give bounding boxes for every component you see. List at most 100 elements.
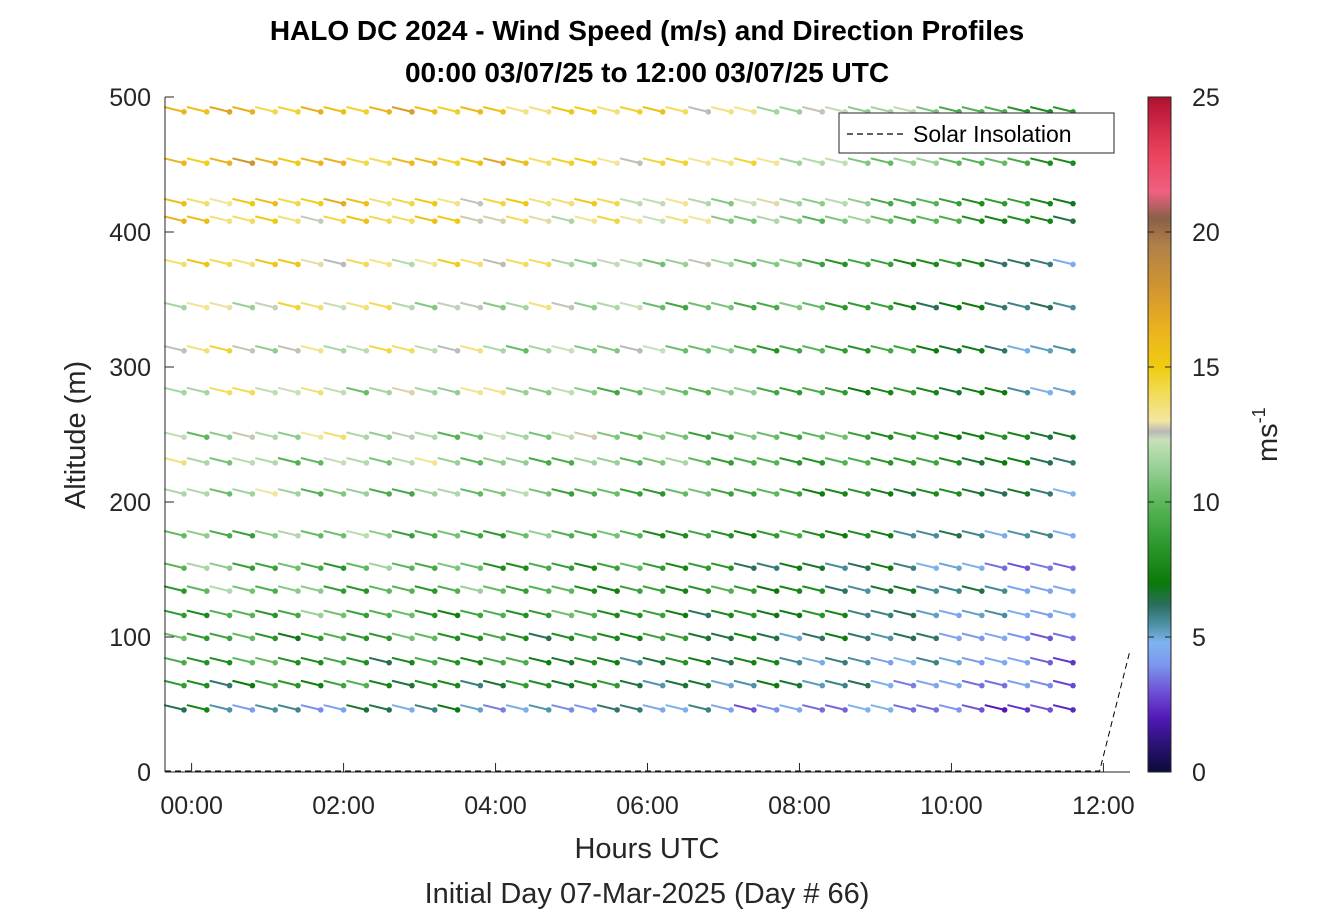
wind-barb: [824, 301, 848, 311]
wind-barb-point: [340, 491, 347, 497]
wind-barb-point: [317, 612, 324, 619]
wind-barb: [209, 704, 233, 713]
wind-barb-shaft: [391, 301, 413, 309]
wind-barb-point: [842, 160, 848, 166]
wind-barb-point: [386, 532, 392, 539]
wind-barb-shaft: [163, 106, 185, 113]
wind-barb-shaft: [346, 488, 367, 495]
wind-barb-point: [979, 348, 985, 354]
wind-barb: [665, 656, 689, 666]
wind-barb-point: [637, 635, 643, 642]
wind-barb: [255, 529, 278, 539]
wind-barb-shaft: [209, 386, 230, 394]
wind-barb-shaft: [756, 386, 777, 394]
wind-barb-point: [910, 389, 917, 396]
wind-barb: [824, 609, 848, 619]
wind-barb-shaft: [391, 215, 413, 223]
wind-barb: [163, 157, 187, 166]
wind-barb: [710, 258, 734, 268]
wind-barb-shaft: [961, 562, 983, 570]
wind-barb-point: [773, 707, 780, 713]
wind-barb: [824, 704, 848, 713]
wind-barb-shaft: [186, 488, 208, 495]
wind-barb-point: [1070, 659, 1076, 666]
wind-barb-point: [500, 109, 506, 115]
wind-barb: [596, 632, 620, 642]
wind-barb: [391, 344, 415, 354]
wind-barb-point: [637, 160, 643, 166]
wind-barb: [232, 431, 256, 441]
wind-barb-point: [568, 304, 575, 311]
wind-barb-point: [1024, 348, 1031, 354]
wind-barb: [710, 431, 734, 441]
wind-barb-point: [796, 109, 803, 115]
wind-barb-point: [409, 218, 415, 224]
x-axis-label: Hours UTC: [574, 833, 719, 865]
wind-barb-point: [614, 588, 620, 594]
wind-barb-point: [340, 635, 347, 642]
wind-barb: [984, 301, 1008, 311]
wind-barb-point: [933, 659, 940, 666]
wind-barb-shaft: [186, 197, 208, 205]
wind-barb: [756, 632, 780, 642]
wind-barb-point: [272, 218, 278, 224]
wind-barb-point: [614, 348, 620, 354]
wind-barb-shaft: [255, 656, 276, 664]
wind-barb-point: [249, 160, 256, 166]
wind-barb-point: [568, 659, 575, 666]
wind-barb: [255, 431, 278, 441]
wind-barb-shaft: [232, 704, 253, 711]
wind-barb: [665, 386, 689, 396]
wind-barb-shaft: [893, 431, 914, 439]
wind-barb-point: [773, 635, 780, 642]
wind-barb: [346, 215, 370, 224]
wind-barb-point: [295, 707, 301, 713]
wind-barb-shaft: [642, 585, 663, 593]
wind-barb-point: [865, 460, 871, 466]
wind-barb-shaft: [232, 609, 253, 617]
wind-barb-shaft: [255, 585, 276, 593]
wind-barb-point: [454, 160, 461, 166]
wind-barb-point: [1070, 261, 1076, 268]
wind-barb-point: [728, 434, 734, 441]
wind-barb-point: [614, 109, 620, 115]
wind-barb-point: [842, 434, 848, 441]
wind-barb: [209, 301, 233, 311]
wind-barb-shaft: [482, 632, 504, 640]
wind-barb-point: [363, 491, 370, 497]
wind-barb-point: [796, 304, 803, 311]
wind-barb: [596, 704, 620, 713]
wind-barb: [505, 632, 529, 642]
wind-barb-shaft: [255, 704, 276, 711]
wind-barb-shaft: [414, 529, 435, 537]
wind-barb-shaft: [733, 529, 755, 537]
wind-barb: [824, 457, 848, 466]
wind-barb: [619, 197, 643, 207]
wind-barb-shaft: [596, 301, 618, 309]
wind-barb-point: [203, 635, 210, 642]
wind-barb: [482, 386, 506, 396]
wind-barb: [779, 157, 803, 166]
wind-barb-point: [751, 348, 757, 354]
wind-barb: [665, 197, 689, 207]
wind-barb-shaft: [323, 106, 344, 113]
wind-barb-shaft: [209, 431, 230, 439]
wind-barb: [460, 656, 484, 666]
wind-barb: [323, 157, 347, 166]
wind-barb-point: [295, 565, 301, 571]
wind-barb: [255, 679, 278, 689]
wind-barb-shaft: [961, 585, 983, 593]
wind-barb-shaft: [163, 488, 185, 495]
wind-barb-point: [887, 200, 894, 207]
wind-barb-shaft: [938, 344, 960, 352]
wind-barb-shaft: [209, 344, 230, 352]
wind-barb-point: [295, 491, 301, 497]
wind-barb-point: [477, 348, 484, 354]
wind-barb-point: [523, 612, 529, 619]
wind-barb: [300, 704, 324, 713]
wind-barb: [437, 529, 461, 539]
wind-barb-shaft: [551, 106, 572, 113]
wind-barb: [733, 197, 757, 207]
wind-barb: [346, 457, 370, 466]
wind-barb-shaft: [916, 488, 937, 495]
